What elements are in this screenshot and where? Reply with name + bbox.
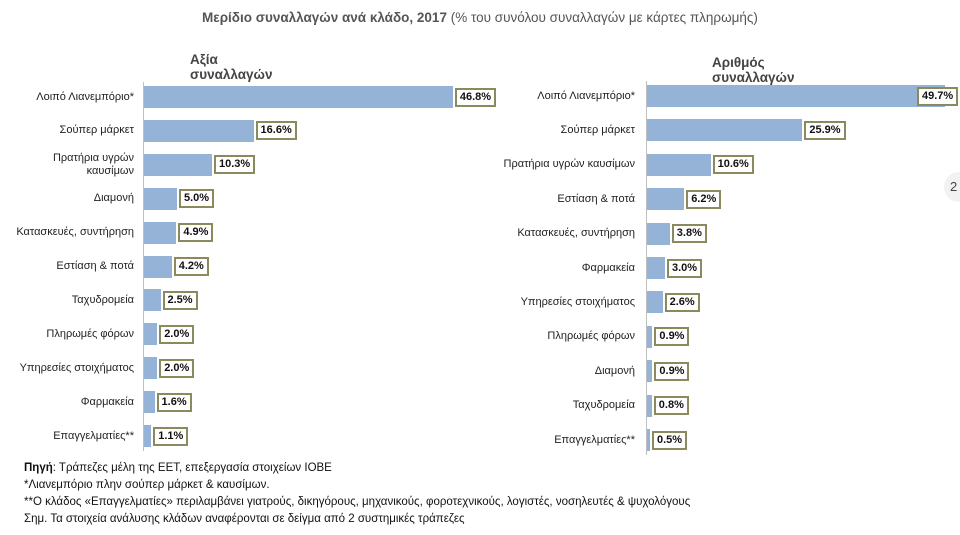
source-label: Πηγή [24,462,53,474]
data-label: 10.3% [213,155,256,175]
bar [647,325,653,348]
category-label: Λοιπό Λιανεμπόριο* [537,89,635,102]
bar [144,255,172,278]
category-label: Ταχυδρομεία [71,293,134,306]
data-label: 2.0% [159,358,195,378]
data-label: 4.2% [173,257,209,276]
category-label: Επαγγελματίες** [554,433,635,446]
bar [647,394,652,417]
chart-title: Μερίδιο συναλλαγών ανά κλάδο, 2017 (% το… [0,10,960,25]
category-label: Σούπερ μάρκετ [59,124,134,137]
chart-title-sub: (% του συνόλου συναλλαγών με κάρτες πληρ… [450,10,758,25]
category-label: Λοιπό Λιανεμπόριο* [36,90,134,103]
footnotes: Πηγή: Τράπεζες μέλη της ΕΕΤ, επεξεργασία… [24,460,690,528]
category-label: Πληρωμές φόρων [46,327,134,340]
category-label: Υπηρεσίες στοιχήματος [520,295,635,308]
category-label: Φαρμακεία [80,395,134,408]
data-label: 49.7% [917,86,959,106]
bar [647,291,663,314]
bar [647,429,650,451]
category-label: Ταχυδρομεία [572,399,635,412]
category-label: Επαγγελματίες** [53,429,134,442]
data-label: 3.0% [667,258,703,278]
data-label: 0.5% [652,430,688,450]
page-number-tab[interactable]: 2 [944,172,960,202]
category-label: Κατασκευές, συντήρηση [16,226,134,239]
bar [144,221,177,244]
data-label: 2.5% [162,290,198,310]
bar [647,257,665,279]
panel-title-value: Αξία συναλλαγών [190,52,273,82]
category-label: Εστίαση & ποτά [557,192,635,205]
data-label: 6.2% [686,189,722,209]
bar [647,360,653,383]
category-label: Πρατήρια υγρών καυσίμων [52,151,134,177]
footnote-3: Σημ. Τα στοιχεία ανάλυσης κλάδων αναφέρο… [24,513,465,525]
bar [144,153,212,176]
bar [144,357,158,380]
bar [647,153,711,176]
bar [144,119,254,142]
data-label: 1.6% [156,392,192,412]
category-label: Υπηρεσίες στοιχήματος [19,361,134,374]
data-label: 46.8% [454,87,497,107]
data-label: 16.6% [255,121,297,141]
footnote-2: **Ο κλάδος «Επαγγελματίες» περιλαμβάνει … [24,496,691,508]
data-label: 0.9% [654,327,690,347]
axis-line-value [143,82,144,451]
bar [144,323,158,346]
axis-line-count [646,81,647,455]
data-label: 4.9% [178,223,214,243]
category-label: Διαμονή [594,364,635,377]
bar [144,391,155,414]
data-label: 5.0% [179,189,215,209]
bar [144,425,152,447]
bar [647,188,685,211]
chart-title-main: Μερίδιο συναλλαγών ανά κλάδο, 2017 [202,10,447,25]
data-label: 10.6% [712,155,754,175]
data-label: 0.8% [653,396,689,416]
category-label: Κατασκευές, συντήρηση [517,227,635,240]
data-label: 0.9% [654,361,690,381]
bar [647,85,946,107]
category-label: Πρατήρια υγρών καυσίμων [503,158,635,171]
data-label: 25.9% [804,120,846,140]
category-label: Διαμονή [93,192,134,205]
data-label: 1.1% [153,426,189,446]
category-label: Σούπερ μάρκετ [560,123,635,136]
bar [144,187,177,210]
data-label: 2.6% [664,292,700,312]
source-note: Πηγή: Τράπεζες μέλη της ΕΕΤ, επεξεργασία… [24,460,690,477]
bar [144,289,161,312]
bar [647,119,803,142]
category-label: Φαρμακεία [581,261,635,274]
data-label: 2.0% [159,324,195,344]
panel-title-count: Αριθμός συναλλαγών [712,55,795,85]
footnote-1: *Λιανεμπόριο πλην σούπερ μάρκετ & καυσίμ… [24,479,270,491]
data-label: 3.8% [671,224,707,244]
source-text: : Τράπεζες μέλη της ΕΕΤ, επεξεργασία στο… [52,462,332,474]
category-label: Εστίαση & ποτά [56,260,134,272]
bar [647,222,670,245]
bar [144,86,453,108]
category-label: Πληρωμές φόρων [547,330,635,343]
